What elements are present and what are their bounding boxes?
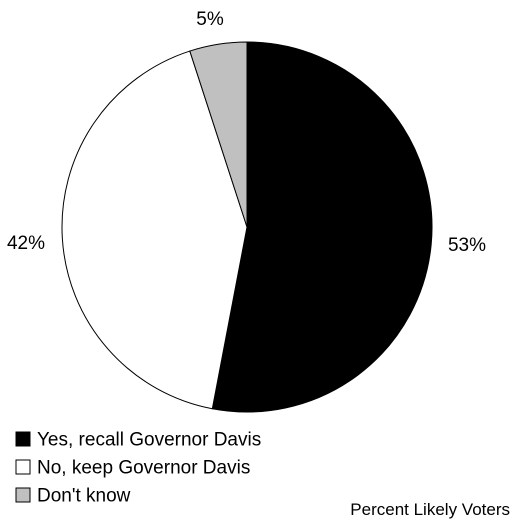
legend-item-don-t-know: Don't know: [15, 486, 131, 507]
legend: Yes, recall Governor Davis No, keep Gover…: [15, 430, 261, 507]
pie-slice-yes-recall-governor-davis: [211, 41, 433, 413]
value-label-don-t-know: 5%: [196, 9, 224, 30]
annotation-percent-likely-voters: Percent Likely Voters: [350, 500, 510, 519]
legend-item-yes-recall-governor-davis: Yes, recall Governor Davis: [15, 430, 261, 451]
pie-slices: [61, 41, 433, 413]
legend-label-don-t-know: Don't know: [37, 486, 131, 507]
legend-swatch-yes-recall-governor-davis: [15, 431, 31, 447]
legend-swatch-no-keep-governor-davis: [15, 459, 31, 475]
value-label-no-keep-governor-davis: 42%: [7, 233, 45, 254]
pie-slice-don-t-know: [189, 41, 248, 228]
legend-swatch-don-t-know: [15, 487, 31, 503]
pie-value-labels: 53% 42% 5%: [7, 9, 486, 256]
pie-slice-no-keep-governor-davis: [61, 50, 248, 410]
legend-label-yes-recall-governor-davis: Yes, recall Governor Davis: [37, 430, 261, 451]
legend-label-no-keep-governor-davis: No, keep Governor Davis: [37, 458, 250, 479]
value-label-yes-recall-governor-davis: 53%: [448, 235, 486, 256]
legend-item-no-keep-governor-davis: No, keep Governor Davis: [15, 458, 250, 479]
